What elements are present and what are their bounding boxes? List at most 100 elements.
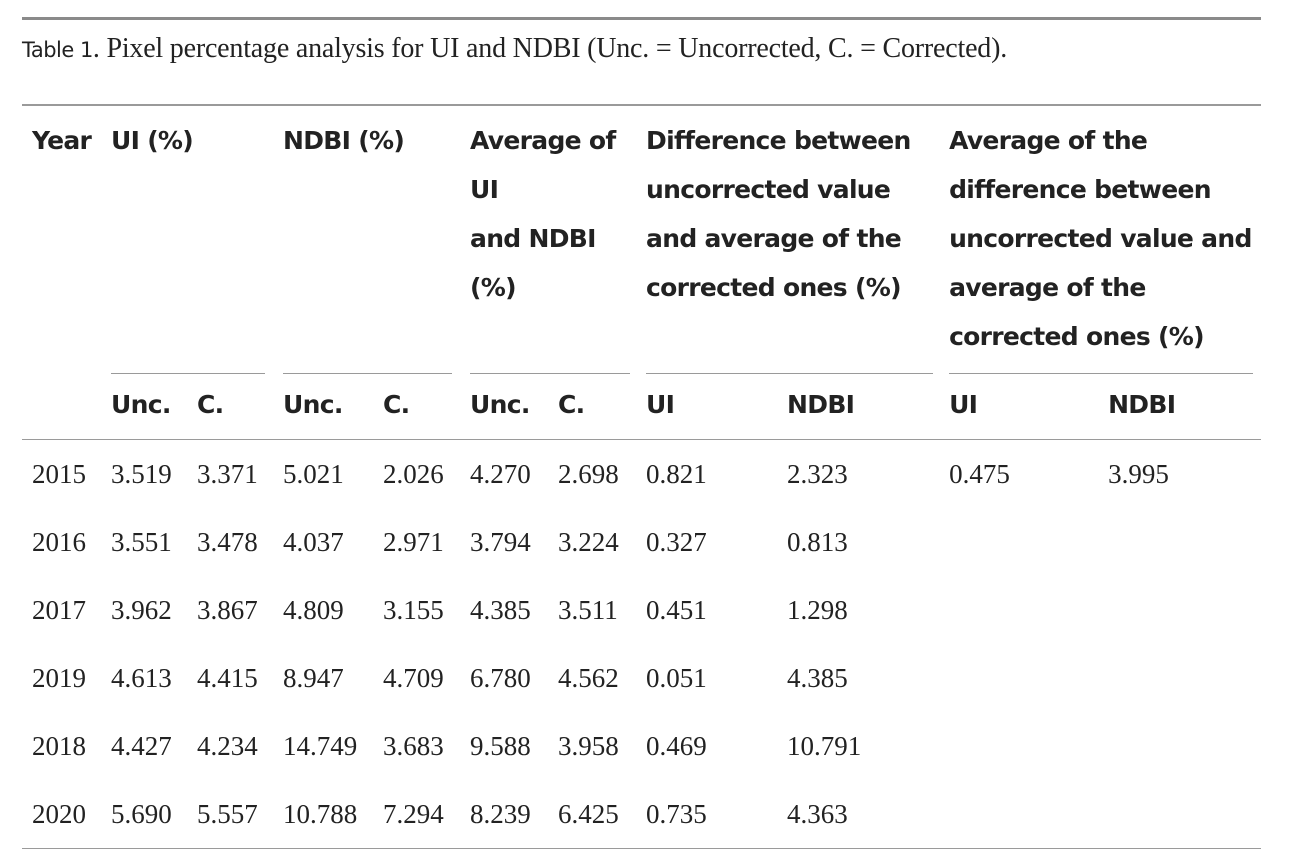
cell-avgdiff-ndbi: 3.995 [1108, 438, 1262, 508]
ui-c-subheader: C. [197, 389, 224, 419]
table-row: 2015 3.519 3.371 5.021 2.026 4.270 2.698… [22, 438, 1262, 508]
cell-diff-ui: 0.469 [646, 730, 707, 761]
cell-year: 2019 [32, 662, 86, 693]
ndbi-unc-subheader: Unc. [283, 389, 343, 419]
caption-label: Table 1 [22, 38, 93, 62]
difference-header-line: and average of the [646, 223, 902, 253]
avg-difference-header-line: average of the [949, 272, 1146, 302]
cell-ndbi-unc: 10.788 [283, 798, 358, 829]
cell-avgdiff-ui: 0.475 [949, 438, 1109, 508]
cell-avg-c: 3.958 [558, 730, 619, 761]
cell-avgdiff-ui [949, 576, 1108, 644]
cell-avgdiff-ui [949, 508, 1108, 576]
cell-ndbi-c: 3.155 [383, 594, 444, 625]
ndbi-header: NDBI (%) [283, 125, 405, 155]
group-header-row: Year UI (%) NDBI (%) Average of UI and N… [22, 106, 1261, 367]
avg-difference-header-line: Average of the [949, 125, 1148, 155]
average-header-line: (%) [470, 272, 517, 302]
cell-ndbi-c: 7.294 [383, 798, 444, 829]
cell-ui-unc: 4.613 [111, 662, 172, 693]
cell-avgdiff-ui [949, 712, 1108, 780]
cell-avg-unc: 3.794 [470, 526, 531, 557]
avg-difference-header-line: uncorrected value and [949, 223, 1252, 253]
table-row: 2019 4.613 4.415 8.947 4.709 6.780 4.562… [22, 644, 1261, 712]
difference-header-line: Difference between [646, 125, 911, 155]
cell-diff-ndbi: 1.298 [787, 594, 848, 625]
cell-ui-c: 4.234 [197, 730, 258, 761]
table-top-rule [22, 104, 1261, 106]
cell-diff-ndbi: 4.385 [787, 662, 848, 693]
diff-ndbi-subheader: NDBI [787, 389, 855, 419]
cell-year: 2015 [22, 438, 111, 508]
average-header: Average of UI and NDBI (%) [470, 106, 646, 367]
cell-year: 2017 [32, 594, 86, 625]
cell-ui-c: 4.415 [197, 662, 258, 693]
table-row: 2018 4.427 4.234 14.749 3.683 9.588 3.95… [22, 712, 1261, 780]
paper-table-figure: Table 1. Pixel percentage analysis for U… [22, 17, 1262, 849]
cell-avgdiff-ndbi [1108, 712, 1261, 780]
table-row: 2020 5.690 5.557 10.788 7.294 8.239 6.42… [22, 780, 1261, 848]
cell-avgdiff-ui [949, 644, 1108, 712]
cell-ui-unc: 3.551 [111, 526, 172, 557]
average-subheader-group: Unc. C. [470, 367, 646, 440]
cell-ui-c: 5.557 [197, 798, 258, 829]
year-header: Year [32, 125, 92, 155]
cell-avg-c: 3.224 [558, 526, 619, 557]
cell-ndbi-unc: 5.021 [283, 438, 384, 508]
caption-text: . Pixel percentage analysis for UI and N… [92, 33, 1008, 64]
cell-year: 2020 [32, 798, 86, 829]
cell-year: 2018 [32, 730, 86, 761]
cell-avg-unc: 8.239 [470, 798, 531, 829]
ui-unc-subheader: Unc. [111, 389, 171, 419]
cell-ui-unc: 3.962 [111, 594, 172, 625]
cell-avgdiff-ui [949, 780, 1108, 848]
cell-avg-c: 3.511 [558, 594, 618, 625]
cell-ui-unc: 4.427 [111, 730, 172, 761]
ui-subheader-group: Unc. C. [111, 367, 283, 440]
difference-header-line: corrected ones (%) [646, 272, 901, 302]
top-rule [22, 17, 1261, 20]
average-header-line: UI [470, 174, 499, 204]
cell-diff-ui: 0.821 [646, 438, 788, 508]
cell-avgdiff-ndbi [1108, 576, 1261, 644]
avg-c-subheader: C. [558, 389, 585, 419]
table-row: 2017 3.962 3.867 4.809 3.155 4.385 3.511… [22, 576, 1261, 644]
cell-ui-c: 3.478 [197, 526, 258, 557]
difference-header: Difference between uncorrected value and… [646, 106, 949, 367]
cell-ndbi-c: 2.026 [383, 438, 471, 508]
difference-header-line: uncorrected value [646, 174, 891, 204]
cell-ndbi-c: 3.683 [383, 730, 444, 761]
cell-diff-ui: 0.451 [646, 594, 707, 625]
cell-avg-unc: 6.780 [470, 662, 531, 693]
ndbi-subheader-group: Unc. C. [283, 367, 470, 440]
sub-header-row: Unc. C. Unc. C. Unc. C. [22, 367, 1261, 440]
cell-ndbi-unc: 4.809 [283, 594, 344, 625]
cell-avg-c: 2.698 [558, 438, 647, 508]
cell-diff-ndbi: 4.363 [787, 798, 848, 829]
avgdiff-ndbi-subheader: NDBI [1108, 389, 1176, 419]
cell-diff-ui: 0.051 [646, 662, 707, 693]
cell-diff-ndbi: 10.791 [787, 730, 862, 761]
table-caption: Table 1. Pixel percentage analysis for U… [22, 28, 1261, 70]
ndbi-c-subheader: C. [383, 389, 410, 419]
cell-avg-unc: 4.270 [470, 438, 559, 508]
cell-avg-c: 6.425 [558, 798, 619, 829]
difference-subheader-group: UI NDBI [646, 367, 949, 440]
cell-diff-ndbi: 0.813 [787, 526, 848, 557]
avg-difference-subheader-group: UI NDBI [949, 367, 1261, 440]
avgdiff-ui-subheader: UI [949, 389, 978, 419]
cell-avg-c: 4.562 [558, 662, 619, 693]
data-table: Year UI (%) NDBI (%) Average of UI and N… [22, 106, 1262, 848]
avg-difference-header-line: difference between [949, 174, 1211, 204]
cell-avgdiff-ndbi [1108, 508, 1261, 576]
table-bottom-rule [22, 847, 1261, 849]
cell-ndbi-c: 4.709 [383, 662, 444, 693]
cell-avg-unc: 9.588 [470, 730, 531, 761]
avg-difference-header: Average of the difference between uncorr… [949, 106, 1261, 367]
cell-ui-c: 3.371 [197, 438, 284, 508]
avg-unc-subheader: Unc. [470, 389, 530, 419]
cell-avgdiff-ndbi [1108, 644, 1261, 712]
cell-ndbi-unc: 4.037 [283, 526, 344, 557]
cell-ui-c: 3.867 [197, 594, 258, 625]
cell-ui-unc: 3.519 [111, 438, 197, 508]
